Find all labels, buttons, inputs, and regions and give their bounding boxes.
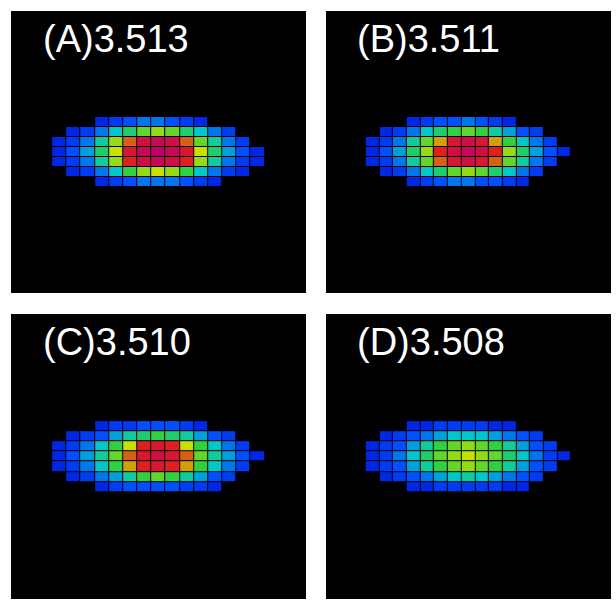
svg-text:(D)3.508: (D)3.508: [357, 321, 505, 363]
svg-text:(A)3.513: (A)3.513: [43, 18, 189, 60]
svg-text:(B)3.511: (B)3.511: [357, 18, 500, 60]
svg-text:(C)3.510: (C)3.510: [43, 321, 191, 363]
